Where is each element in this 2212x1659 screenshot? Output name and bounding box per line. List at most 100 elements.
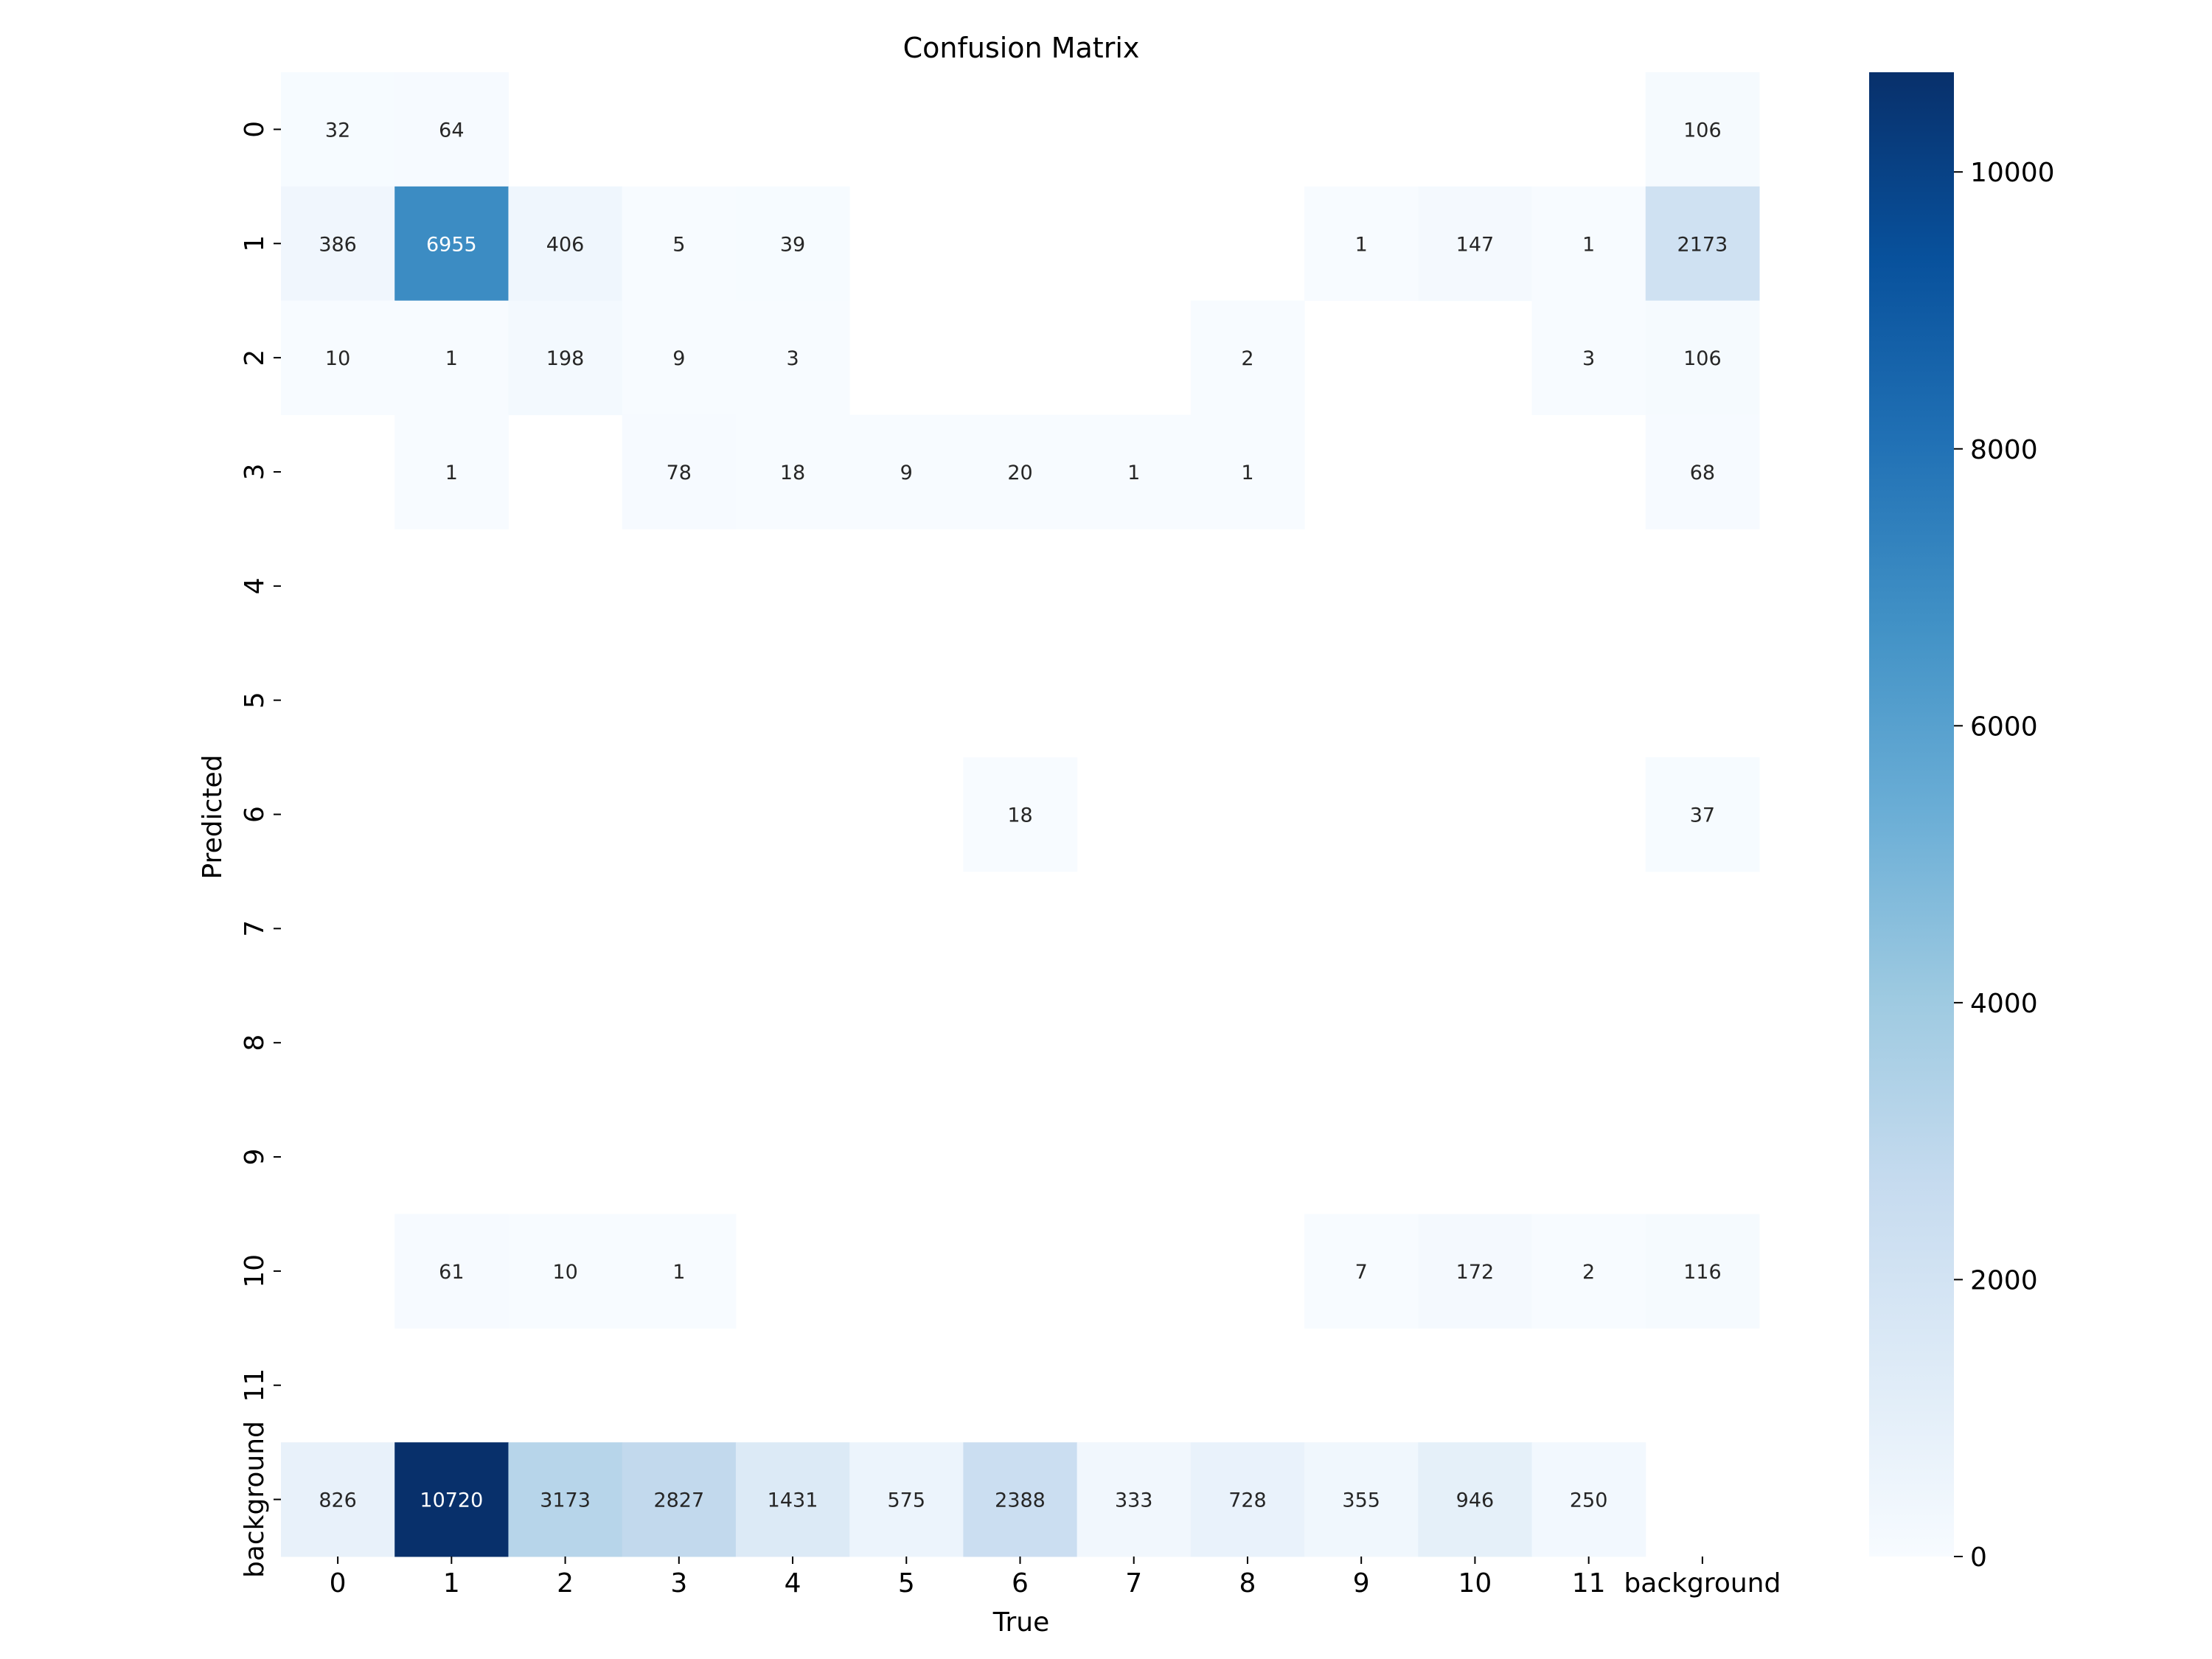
cell-value-label: 575 (887, 1489, 925, 1512)
x-tick-label: 0 (330, 1568, 347, 1599)
y-tick-label: 7 (240, 920, 270, 937)
heatmap-cell (1418, 186, 1533, 302)
cell-value-label: 333 (1115, 1489, 1153, 1512)
cell-value-label: 39 (780, 233, 805, 256)
heatmap-cell (1304, 1442, 1419, 1557)
heatmap-cell (735, 300, 850, 416)
heatmap-cell (394, 186, 509, 302)
heatmap-cell (622, 186, 737, 302)
cell-value-label: 32 (325, 119, 350, 142)
cell-value-label: 116 (1683, 1261, 1722, 1284)
x-tick-label: 10 (1458, 1568, 1492, 1599)
heatmap-cell (1190, 1442, 1305, 1557)
heatmap-cell (622, 1214, 737, 1329)
x-tick-label: 2 (557, 1568, 574, 1599)
cell-value-label: 386 (319, 233, 357, 256)
x-tick-label: 6 (1012, 1568, 1029, 1599)
heatmap-cell (849, 414, 964, 529)
cell-value-label: 198 (546, 347, 585, 370)
x-axis-label: True (992, 1607, 1049, 1638)
heatmap-cell (1645, 300, 1760, 416)
colorbar-tick-label: 6000 (1970, 712, 2038, 742)
y-tick-label: 2 (240, 349, 270, 366)
cell-value-label: 2 (1582, 1261, 1595, 1284)
cell-value-label: 5 (672, 233, 685, 256)
cell-value-label: 355 (1342, 1489, 1380, 1512)
heatmap-cell (1645, 414, 1760, 529)
colorbar: 0 2000 4000 6000 8000 10000 (1869, 72, 2055, 1573)
cell-value-label: 106 (1683, 347, 1722, 370)
heatmap-cell (508, 300, 623, 416)
heatmap-cell (1304, 186, 1419, 302)
y-tick-label: 0 (240, 121, 270, 138)
chart-title: Confusion Matrix (903, 32, 1140, 64)
x-tick-label: 3 (670, 1568, 687, 1599)
cell-value-label: 1 (672, 1261, 685, 1284)
cell-value-label: 9 (672, 347, 685, 370)
cell-value-label: 728 (1228, 1489, 1267, 1512)
heatmap-cell (1304, 1214, 1419, 1329)
colorbar-ticks: 0 2000 4000 6000 8000 10000 (1954, 158, 2055, 1573)
heatmap-cell (281, 72, 395, 187)
heatmap-cell (1077, 414, 1192, 529)
colorbar-gradient (1869, 72, 1954, 1557)
heatmap-cell (394, 1214, 509, 1329)
heatmap-cell (963, 414, 1078, 529)
heatmap-cell (622, 1442, 737, 1557)
cell-value-label: 1 (1582, 233, 1595, 256)
colorbar-tick-label: 0 (1970, 1543, 1987, 1573)
cell-value-label: 172 (1456, 1261, 1495, 1284)
heatmap-cell (849, 1442, 964, 1557)
heatmap-cell (963, 757, 1078, 872)
cell-value-label: 826 (319, 1489, 357, 1512)
colorbar-tick-label: 10000 (1970, 158, 2055, 188)
x-axis: 0 1 2 3 4 5 6 7 8 9 10 11 background (330, 1557, 1781, 1599)
y-axis-label: Predicted (198, 755, 228, 880)
heatmap-cell (735, 1442, 850, 1557)
heatmap-cell (1645, 186, 1760, 302)
cell-value-label: 6955 (426, 233, 477, 256)
cell-value-label: 2827 (653, 1489, 704, 1512)
cell-value-label: 10 (325, 347, 350, 370)
heatmap-cell (963, 1442, 1078, 1557)
heatmap-cell (394, 72, 509, 187)
heatmap-cell (508, 1442, 623, 1557)
heatmap-cell (508, 186, 623, 302)
x-tick-label: 7 (1125, 1568, 1142, 1599)
y-tick-label: 6 (240, 806, 270, 823)
heatmap-cell (281, 186, 395, 302)
heatmap-cell (622, 300, 737, 416)
heatmap-cell (1190, 300, 1305, 416)
y-tick-label: 8 (240, 1034, 270, 1051)
x-tick-label: 8 (1239, 1568, 1256, 1599)
y-tick-label: 5 (240, 692, 270, 709)
cell-value-label: 1 (445, 347, 458, 370)
cell-value-label: 250 (1570, 1489, 1608, 1512)
cell-value-label: 20 (1007, 462, 1032, 484)
heatmap-cell (394, 1442, 509, 1557)
colorbar-tick-label: 4000 (1970, 989, 2038, 1019)
cell-value-label: 1 (1355, 233, 1368, 256)
cell-value-label: 106 (1683, 119, 1722, 142)
cell-value-label: 147 (1456, 233, 1495, 256)
heatmap-cell (1190, 414, 1305, 529)
x-tick-label: 5 (898, 1568, 915, 1599)
heatmap-cells (281, 72, 1760, 1557)
heatmap-cell (394, 414, 509, 529)
heatmap-cell (1077, 1442, 1192, 1557)
cell-value-label: 1 (1127, 462, 1140, 484)
y-tick-label: 4 (240, 577, 270, 594)
y-tick-label: background (240, 1421, 270, 1578)
x-tick-label: 11 (1572, 1568, 1606, 1599)
x-tick-label: background (1624, 1568, 1781, 1599)
heatmap-cell (735, 186, 850, 302)
x-tick-label: 1 (443, 1568, 460, 1599)
heatmap-cell (394, 300, 509, 416)
cell-value-label: 18 (780, 462, 805, 484)
heatmap-cell (1645, 757, 1760, 872)
cell-value-label: 37 (1690, 804, 1715, 827)
cell-value-label: 78 (667, 462, 692, 484)
y-tick-label: 3 (240, 464, 270, 481)
colorbar-tick-label: 8000 (1970, 435, 2038, 465)
